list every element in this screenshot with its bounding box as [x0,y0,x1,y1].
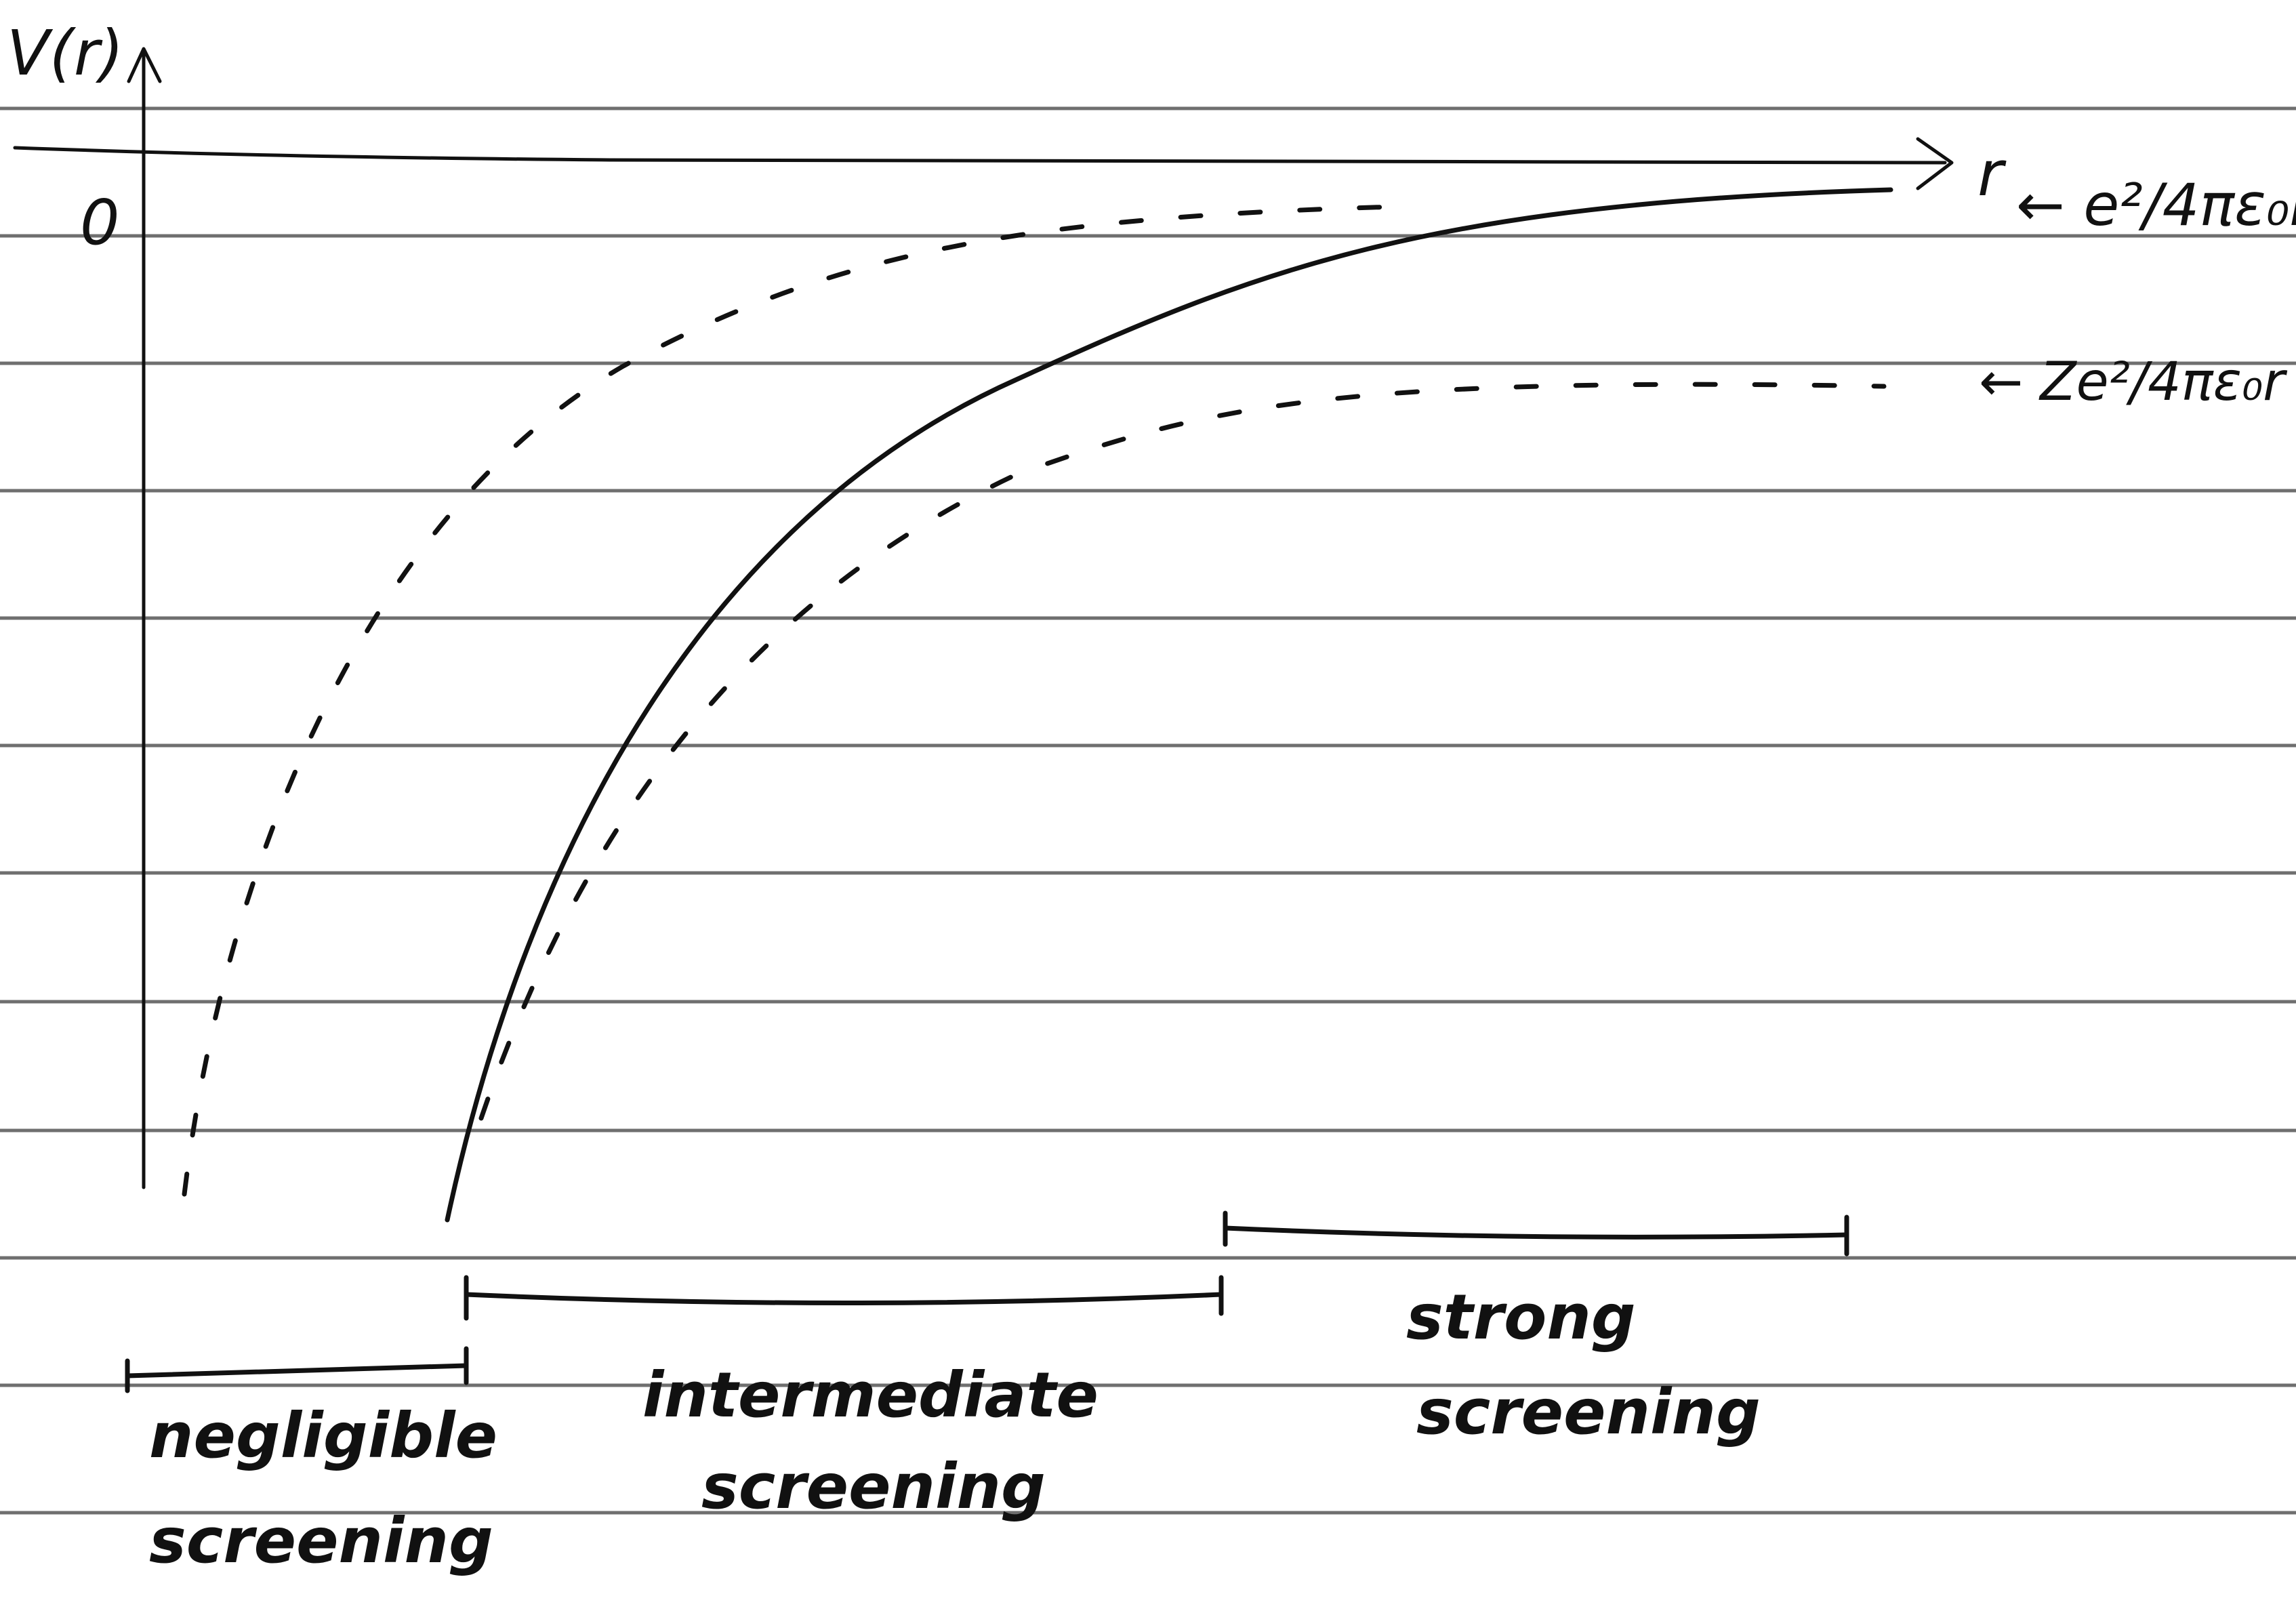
x-axis [13,146,1947,165]
dashed-curve-top [182,204,1399,1197]
top-curve-annotation: ← e²/4πε₀r [2016,171,2296,239]
region-bar-intermediate [464,1292,1224,1305]
solid-curve [445,187,1893,1223]
paper-rules [0,106,2296,1515]
origin-label: 0 [80,186,120,259]
region-label-intermediate-line2: screening [701,1450,1046,1523]
region-label-strong-line2: screening [1416,1376,1761,1448]
dashed-curve-lower [478,382,1887,1121]
region-label-strong-line1: strong [1406,1281,1636,1353]
x-axis-arrowhead [1916,137,1954,190]
region-bar-strong [1223,1225,1849,1240]
region-label-negligible-line2: screening [149,1505,493,1577]
region-label-negligible-line1: negligible [149,1400,497,1472]
x-axis-label: r [1977,138,2007,210]
region-label-intermediate-line1: intermediate [642,1359,1099,1431]
lower-curve-annotation: ← Ze²/4πε₀r [1979,352,2288,413]
y-axis-arrowhead [127,47,162,83]
y-axis-label: V(r) [7,17,124,89]
region-bar-negligible [125,1363,469,1379]
region-bars [125,1210,1849,1393]
axes [13,47,1954,1189]
